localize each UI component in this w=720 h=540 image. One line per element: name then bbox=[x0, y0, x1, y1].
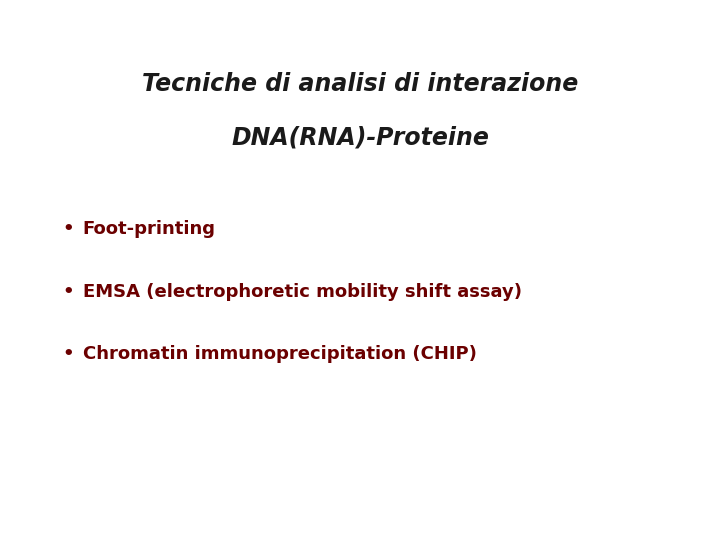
Text: EMSA (electrophoretic mobility shift assay): EMSA (electrophoretic mobility shift ass… bbox=[83, 282, 522, 301]
Text: •: • bbox=[63, 345, 74, 363]
Text: •: • bbox=[63, 282, 74, 301]
Text: DNA(RNA)-Proteine: DNA(RNA)-Proteine bbox=[231, 126, 489, 150]
Text: •: • bbox=[63, 220, 74, 239]
Text: Tecniche di analisi di interazione: Tecniche di analisi di interazione bbox=[142, 72, 578, 96]
Text: Foot-printing: Foot-printing bbox=[83, 220, 216, 239]
Text: Chromatin immunoprecipitation (CHIP): Chromatin immunoprecipitation (CHIP) bbox=[83, 345, 477, 363]
